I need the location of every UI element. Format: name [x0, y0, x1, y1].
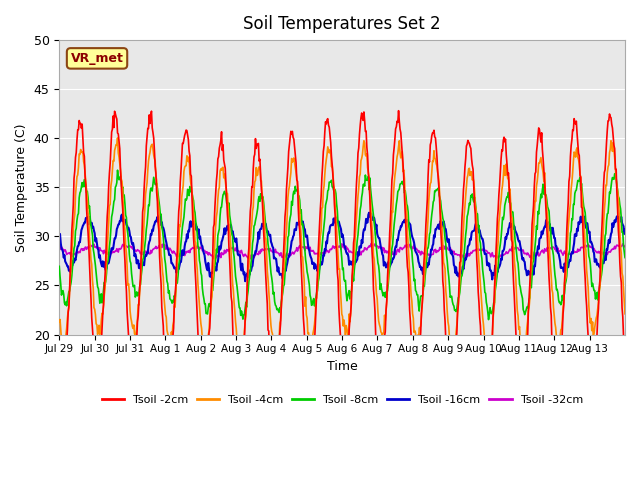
- Title: Soil Temperatures Set 2: Soil Temperatures Set 2: [243, 15, 441, 33]
- Y-axis label: Soil Temperature (C): Soil Temperature (C): [15, 123, 28, 252]
- Legend: Tsoil -2cm, Tsoil -4cm, Tsoil -8cm, Tsoil -16cm, Tsoil -32cm: Tsoil -2cm, Tsoil -4cm, Tsoil -8cm, Tsoi…: [97, 390, 588, 409]
- X-axis label: Time: Time: [327, 360, 358, 373]
- Text: VR_met: VR_met: [70, 52, 124, 65]
